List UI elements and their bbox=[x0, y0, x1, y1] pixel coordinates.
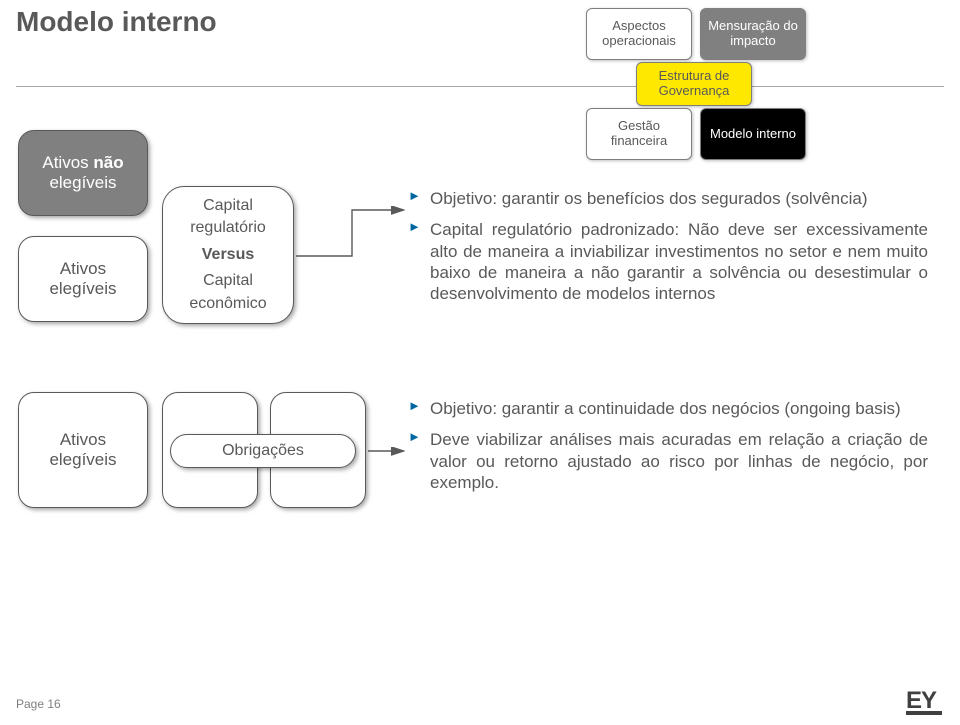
bullet-item: Objetivo: garantir os benefícios dos seg… bbox=[408, 188, 928, 209]
title-rule bbox=[16, 86, 944, 87]
ey-logo: EY bbox=[906, 687, 942, 715]
card-text: Ativos bbox=[60, 259, 106, 278]
ey-logo-text: EY bbox=[906, 687, 936, 714]
tile-mensuracao-impacto: Mensuração do impacto bbox=[700, 8, 806, 60]
connector-arrow-1 bbox=[0, 0, 960, 725]
card-ativos-nao-elegiveis: Ativos não elegíveis bbox=[18, 130, 148, 216]
card-text: Ativos bbox=[42, 153, 93, 172]
card-text: Ativos bbox=[60, 430, 106, 449]
bullets-top: Objetivo: garantir os benefícios dos seg… bbox=[408, 188, 928, 314]
bullets-bottom: Objetivo: garantir a continuidade dos ne… bbox=[408, 398, 928, 503]
card-ativos-elegiveis-2: Ativos elegíveis bbox=[18, 392, 148, 508]
bullet-item: Deve viabilizar análises mais acuradas e… bbox=[408, 429, 928, 493]
card-text-bold: não bbox=[93, 153, 123, 172]
pill-line: econômico bbox=[189, 293, 266, 315]
tile-modelo-interno: Modelo interno bbox=[700, 108, 806, 160]
tile-gestao-financeira: Gestão financeira bbox=[586, 108, 692, 160]
tile-estrutura-governanca: Estrutura de Governança bbox=[636, 62, 752, 106]
pill-capital-versus: CapitalregulatórioVersusCapitaleconômico bbox=[162, 186, 294, 324]
pill-obrigacoes: Obrigações bbox=[170, 434, 356, 468]
pill-line: Capital bbox=[203, 195, 253, 217]
page-number: Page 16 bbox=[16, 697, 61, 711]
bullet-item: Objetivo: garantir a continuidade dos ne… bbox=[408, 398, 928, 419]
card-text: elegíveis bbox=[49, 279, 116, 298]
card-ativos-elegiveis-1: Ativos elegíveis bbox=[18, 236, 148, 322]
page-title: Modelo interno bbox=[16, 6, 217, 38]
tile-aspectos-operacionais: Aspectos operacionais bbox=[586, 8, 692, 60]
pill-line: regulatório bbox=[190, 217, 266, 239]
pill-line: Versus bbox=[202, 244, 254, 266]
card-text: elegíveis bbox=[49, 450, 116, 469]
card-text: elegíveis bbox=[49, 173, 116, 192]
bullet-item: Capital regulatório padronizado: Não dev… bbox=[408, 219, 928, 304]
pill-line: Capital bbox=[203, 270, 253, 292]
